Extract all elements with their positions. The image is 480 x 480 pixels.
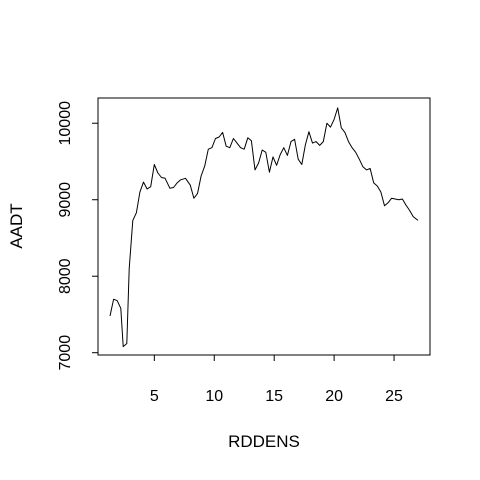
- x-axis: 5 10 15 20 25: [150, 355, 403, 405]
- x-tick-label: 15: [265, 388, 283, 405]
- x-tick-label: 25: [385, 388, 403, 405]
- x-axis-label: RDDENS: [228, 432, 300, 451]
- plot-frame: [98, 98, 430, 355]
- x-tick-label: 20: [325, 388, 343, 405]
- y-tick-label: 10000: [57, 101, 74, 146]
- y-tick-label: 8000: [57, 258, 74, 294]
- y-axis-label: AADT: [7, 203, 26, 248]
- series-line-0: [110, 108, 418, 347]
- series-group: [110, 108, 418, 347]
- y-tick-label: 9000: [57, 182, 74, 218]
- x-tick-label: 10: [205, 388, 223, 405]
- x-tick-label: 5: [150, 388, 159, 405]
- y-axis: 7000 8000 9000 10000: [57, 101, 98, 371]
- y-tick-label: 7000: [57, 335, 74, 371]
